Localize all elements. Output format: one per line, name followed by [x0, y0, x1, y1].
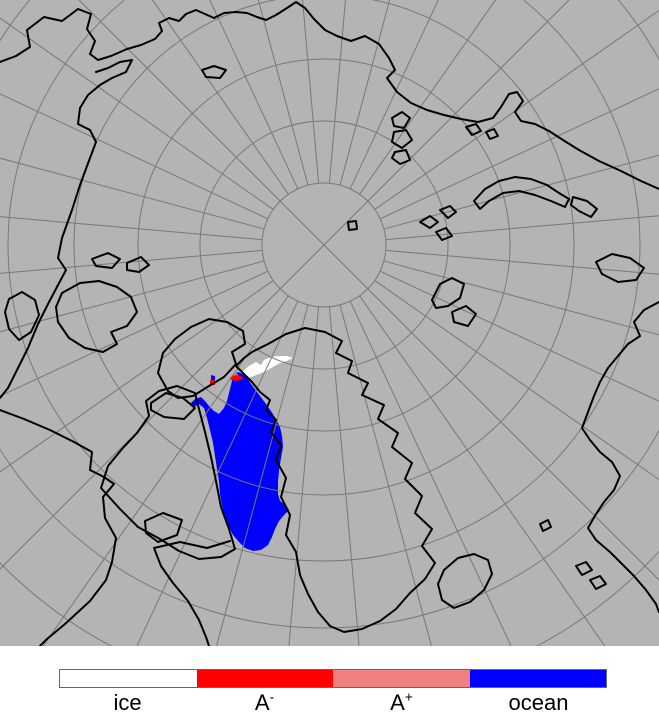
coastline-melville-island — [91, 252, 121, 269]
coastline-prince-patrick-island — [126, 256, 150, 273]
meridian-line — [0, 260, 265, 333]
meridian-line — [383, 154, 659, 230]
meridian-line — [339, 304, 432, 646]
meridian-line — [328, 306, 360, 646]
meridian-line — [385, 249, 659, 275]
meridian-line — [0, 157, 265, 230]
coastline-victoria-island — [55, 280, 138, 353]
legend-swatch-ocean — [469, 670, 606, 687]
coastline-novaya-zemlya-north — [473, 176, 570, 210]
legend-swatch-ice — [60, 670, 197, 687]
legend-labels: ice A- A+ ocean — [59, 689, 607, 716]
coastline-svalbard-east — [451, 305, 477, 327]
meridian-line — [359, 295, 606, 646]
map-background — [0, 0, 659, 646]
meridian-line — [374, 9, 659, 210]
coastline-kanin-peninsula — [595, 253, 645, 283]
map-svg — [0, 0, 659, 646]
meridian-line — [349, 0, 439, 190]
legend-swatch-A-minus — [196, 670, 333, 687]
latitude-circle — [261, 182, 387, 308]
coastline-banks-island — [4, 291, 40, 341]
meridian-line — [374, 280, 659, 481]
meridian-line — [288, 306, 320, 646]
coastline-new-siberian-island-2 — [485, 128, 499, 140]
latitude-circle — [7, 0, 641, 562]
coastline-lofoten-island-2 — [589, 575, 607, 590]
meridian-line — [257, 0, 309, 186]
coastline-baffin-island — [100, 385, 236, 560]
coastline-greenland — [235, 327, 436, 633]
meridian-line — [0, 249, 263, 274]
coastline-scandinavia-coast — [581, 301, 659, 613]
coastline-new-siberian-island-1 — [465, 123, 482, 136]
coastline-arctic-islet — [347, 220, 358, 231]
meridian-line — [78, 0, 325, 246]
meridian-line — [379, 88, 659, 220]
patch-ocean-dot-1 — [211, 375, 215, 380]
coastline-severnaya-zemlya-2 — [391, 129, 413, 149]
meridian-line — [42, 295, 289, 646]
meridian-line — [302, 0, 320, 184]
meridian-line — [0, 93, 269, 220]
coastline-wrangel-island — [201, 65, 227, 79]
meridian-line — [216, 304, 309, 646]
coastline-franz-josef-2 — [439, 205, 457, 219]
meridian-line — [209, 0, 299, 190]
latitude-circle — [73, 0, 575, 496]
meridian-line — [359, 0, 497, 195]
latitude-circle — [199, 120, 449, 370]
patch-baffin-bay-ocean — [190, 372, 289, 551]
meridian-line — [0, 270, 269, 397]
coastline-franz-josef-1 — [419, 215, 439, 229]
meridian-line — [339, 0, 391, 186]
meridian-line — [383, 260, 659, 336]
meridian-line — [136, 300, 299, 646]
coastline-devon-island — [150, 392, 196, 420]
coastline-franz-josef-3 — [435, 227, 453, 241]
meridian-line — [385, 215, 659, 241]
coastline-novaya-zemlya-south — [570, 196, 598, 218]
legend-label-A-minus: A- — [254, 689, 275, 715]
meridian-line — [349, 300, 512, 646]
coastline-severnaya-zemlya-1 — [391, 111, 411, 129]
coastline-jan-mayen-island — [539, 519, 552, 532]
meridian-line — [323, 0, 570, 246]
meridian-line — [0, 216, 263, 241]
meridian-line — [323, 244, 659, 581]
legend-swatch-A-plus — [333, 670, 470, 687]
latitude-circle — [137, 58, 511, 432]
coastline-ungava-labrador-coast — [153, 540, 231, 646]
latitude-circle — [0, 0, 659, 629]
coastline-severnaya-zemlya-3 — [391, 149, 411, 165]
meridian-line — [379, 270, 659, 402]
coastline-svalbard-main — [431, 277, 465, 309]
coastline-ellesmere-island — [157, 318, 246, 399]
arctic-map — [0, 0, 659, 646]
patch-a-minus-mark-1 — [230, 375, 243, 381]
coastline-alaska-coast — [0, 59, 133, 399]
meridian-line — [0, 17, 274, 210]
legend-label-ice: ice — [113, 690, 142, 715]
meridian-line — [328, 0, 346, 184]
legend-label-A-plus: A+ — [390, 689, 413, 715]
meridian-line — [0, 244, 325, 570]
coastline-southampton-island — [144, 512, 183, 543]
coastline-lofoten-island-1 — [575, 561, 593, 576]
coastline-mainland-hudson-coast — [0, 409, 117, 646]
patch-nares-strait-ice — [236, 356, 293, 380]
legend-colorbar — [59, 669, 607, 688]
meridian-line — [151, 0, 289, 195]
meridian-line — [0, 280, 274, 473]
coastline-iceland — [437, 553, 493, 609]
legend-label-ocean: ocean — [508, 690, 569, 715]
coastline-chukotka-siberia-coast — [0, 1, 659, 190]
